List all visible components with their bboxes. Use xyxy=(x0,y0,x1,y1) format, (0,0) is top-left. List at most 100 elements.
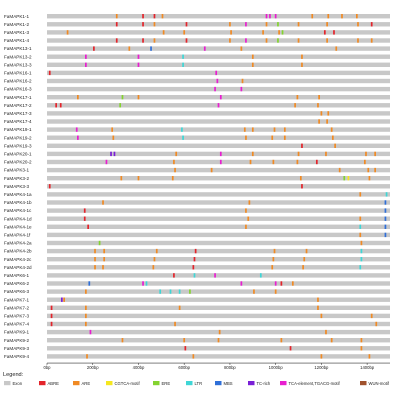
exon-track xyxy=(47,46,390,51)
legend-swatch xyxy=(153,381,160,386)
cis-element-mark xyxy=(102,200,104,205)
cis-element-mark xyxy=(137,54,140,59)
cis-element-mark xyxy=(113,151,116,157)
gene-label: FaMAPK13-2 xyxy=(4,54,32,59)
legend-label: ERE xyxy=(162,381,171,386)
cis-element-mark xyxy=(278,30,280,35)
cis-element-mark xyxy=(297,151,300,157)
cis-element-mark xyxy=(110,151,112,157)
gene-row: FaMAPK17-1 xyxy=(4,95,390,100)
cis-element-mark xyxy=(262,30,264,35)
gene-label: FaMAPK1-4 xyxy=(4,38,29,43)
cis-element-mark xyxy=(219,159,222,165)
cis-element-mark xyxy=(245,22,247,27)
cis-element-mark xyxy=(325,151,327,157)
gene-row: FaMAPK13-1 xyxy=(4,46,390,51)
cis-element-mark xyxy=(384,208,387,213)
cis-element-mark xyxy=(297,22,300,27)
exon-track xyxy=(47,346,390,351)
cis-element-mark xyxy=(215,70,218,76)
cis-element-mark xyxy=(98,240,101,246)
legend-swatch xyxy=(280,381,287,386)
gene-label: FaMAPK17-4 xyxy=(4,119,32,124)
gene-row: FaMAPK1-1 xyxy=(4,14,390,19)
legend-swatch xyxy=(73,381,80,386)
gene-label: FaMAPK7-2 xyxy=(4,305,29,310)
gene-row: FaMAPK3-3 xyxy=(4,184,390,189)
cis-element-mark xyxy=(265,38,268,43)
cis-element-mark xyxy=(142,281,144,286)
cis-element-mark xyxy=(219,151,222,157)
cis-element-mark xyxy=(384,200,387,205)
cis-element-mark xyxy=(94,257,96,262)
gene-label: FaMAPK19-2 xyxy=(4,135,32,140)
exon-track xyxy=(47,78,390,84)
cis-element-mark xyxy=(192,354,195,359)
gene-row: FaMAPK20-2 xyxy=(4,160,390,165)
exon-track xyxy=(47,313,390,319)
cis-element-mark xyxy=(301,143,303,148)
gene-row: FaMAPK6-2 xyxy=(4,281,390,286)
cis-element-mark xyxy=(280,338,283,343)
exon-track xyxy=(47,305,390,310)
legend-entry: ARE xyxy=(73,381,90,386)
legend-label: CGTCA-motif xyxy=(115,381,141,386)
cis-element-mark xyxy=(121,95,124,100)
cis-element-mark xyxy=(86,354,88,359)
cis-element-mark xyxy=(247,216,250,221)
x-tick-label: 800bp xyxy=(224,365,236,370)
cis-element-mark xyxy=(48,70,51,76)
legend: Legend: Exon ABRE ARE CGTCA-motif ERE LTR MBS TC… xyxy=(3,372,390,386)
cis-element-mark xyxy=(88,281,91,286)
cis-element-mark xyxy=(137,176,140,181)
gene-row: FaMAPK9-2 xyxy=(4,338,390,343)
cis-element-mark xyxy=(185,22,188,27)
gene-row: FaMAPK4-1f xyxy=(4,233,390,238)
gene-label: FaMAPK7-4 xyxy=(4,322,29,327)
cis-element-mark xyxy=(245,38,247,43)
cis-element-mark xyxy=(289,346,292,351)
cis-element-mark xyxy=(320,111,323,116)
exon-track xyxy=(47,30,390,35)
cis-element-mark xyxy=(50,305,53,310)
cis-element-mark xyxy=(277,38,279,43)
cis-element-mark xyxy=(119,103,122,108)
exon-track xyxy=(47,289,390,294)
cis-element-mark xyxy=(326,119,328,124)
gene-row: FaMAPK1-2 xyxy=(4,22,390,27)
gene-row: FaMAPK9-1 xyxy=(4,330,390,335)
cis-element-mark xyxy=(283,135,286,140)
exon-track xyxy=(47,208,390,213)
gene-row: FaMAPK20-1 xyxy=(4,152,390,157)
cis-element-mark xyxy=(115,38,118,43)
cis-element-mark xyxy=(182,62,184,67)
exon-track xyxy=(47,143,390,148)
cis-element-mark xyxy=(55,103,57,108)
cis-element-mark xyxy=(359,232,362,238)
exon-track xyxy=(47,184,390,189)
cis-element-mark xyxy=(281,30,284,35)
cis-element-mark xyxy=(48,184,51,189)
x-tick-label: 0bp xyxy=(44,365,52,370)
exon-track xyxy=(47,248,390,254)
cis-element-mark xyxy=(249,159,252,165)
cis-element-mark xyxy=(274,14,277,19)
cis-element-mark xyxy=(323,30,326,35)
cis-element-mark xyxy=(273,127,276,132)
cis-element-mark xyxy=(384,224,387,229)
cis-element-mark xyxy=(273,248,276,254)
exon-track xyxy=(47,354,390,359)
cis-element-mark xyxy=(385,192,388,197)
cis-element-mark xyxy=(115,14,118,19)
gene-row: FaMAPK17-4 xyxy=(4,119,390,124)
gene-row: FaMAPK7-2 xyxy=(4,305,390,310)
cis-element-mark xyxy=(152,265,155,270)
cis-element-mark xyxy=(193,257,196,262)
cis-element-mark xyxy=(94,265,96,270)
cis-element-mark xyxy=(105,159,108,165)
cis-element-mark xyxy=(210,167,213,173)
cis-element-mark xyxy=(240,46,243,51)
cis-element-mark xyxy=(173,273,175,278)
cis-element-mark xyxy=(182,135,184,140)
legend-entry: MBS xyxy=(215,381,233,386)
